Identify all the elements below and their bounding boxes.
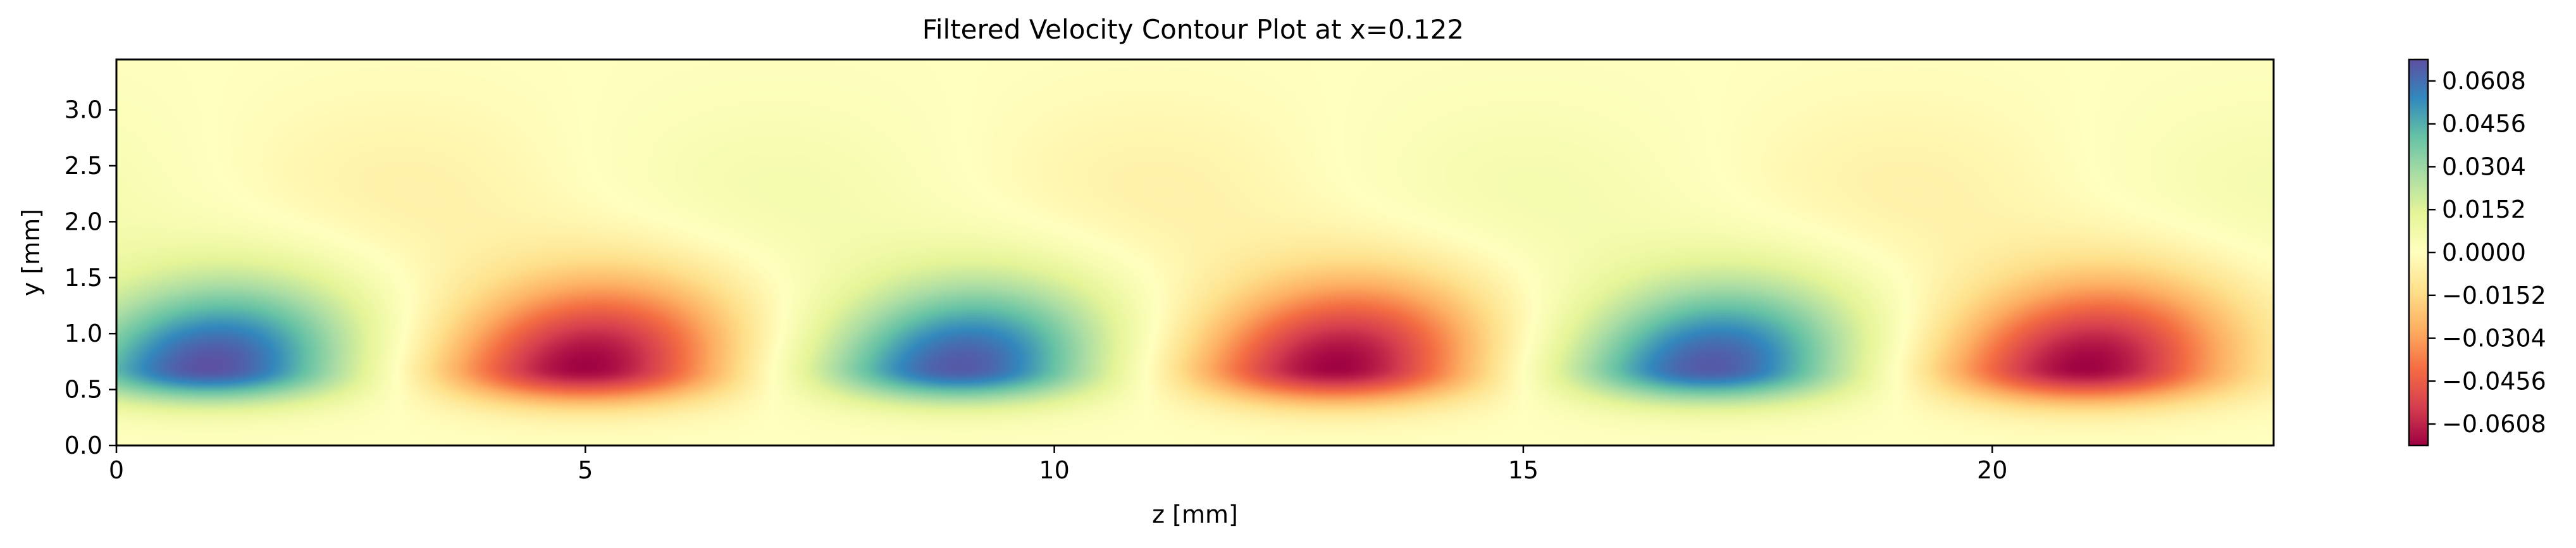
y-axis-ticks: 0.0 0.5 1.0 1.5 2.0 2.5 3.0 (65, 96, 116, 459)
colorbar: 0.0608 0.0456 0.0304 0.0152 0.0000 −0.0152 −0.… (2408, 58, 2546, 447)
chart-title: Filtered Velocity Contour Plot at x=0.12… (922, 14, 1464, 45)
colorbar-tick-label: −0.0608 (2442, 410, 2546, 438)
colorbar-tick-label: 0.0152 (2442, 196, 2526, 223)
velocity-contour-field (116, 59, 2274, 445)
colorbar-tick-label: 0.0608 (2442, 67, 2526, 95)
colorbar-gradient (2409, 59, 2428, 445)
colorbar-ticks: 0.0608 0.0456 0.0304 0.0152 0.0000 −0.0152 −0.… (2428, 67, 2546, 438)
x-tick-label: 10 (1039, 456, 1069, 484)
y-tick-label: 0.0 (65, 432, 102, 459)
x-tick-label: 15 (1508, 456, 1539, 484)
y-tick-label: 0.5 (65, 376, 102, 404)
y-tick-label: 2.5 (65, 152, 102, 180)
y-tick-label: 1.5 (65, 264, 102, 292)
colorbar-tick-label: −0.0304 (2442, 325, 2546, 352)
y-tick-label: 1.0 (65, 320, 102, 347)
y-axis-label: y [mm] (17, 209, 45, 296)
colorbar-tick-label: 0.0304 (2442, 153, 2526, 180)
colorbar-tick-label: −0.0456 (2442, 367, 2546, 395)
x-tick-label: 0 (109, 456, 124, 484)
colorbar-tick-label: 0.0000 (2442, 239, 2526, 266)
colorbar-tick-label: −0.0152 (2442, 282, 2546, 309)
x-axis-ticks: 0 5 10 15 20 (109, 445, 2007, 484)
colorbar-tick-label: 0.0456 (2442, 110, 2526, 138)
x-tick-label: 20 (1977, 456, 2007, 484)
heatmap-plot-area (115, 58, 2275, 447)
plot-frame (115, 58, 2275, 447)
x-axis-label: z [mm] (1152, 501, 1238, 528)
x-tick-label: 5 (578, 456, 593, 484)
y-tick-label: 2.0 (65, 208, 102, 235)
y-tick-label: 3.0 (65, 96, 102, 124)
